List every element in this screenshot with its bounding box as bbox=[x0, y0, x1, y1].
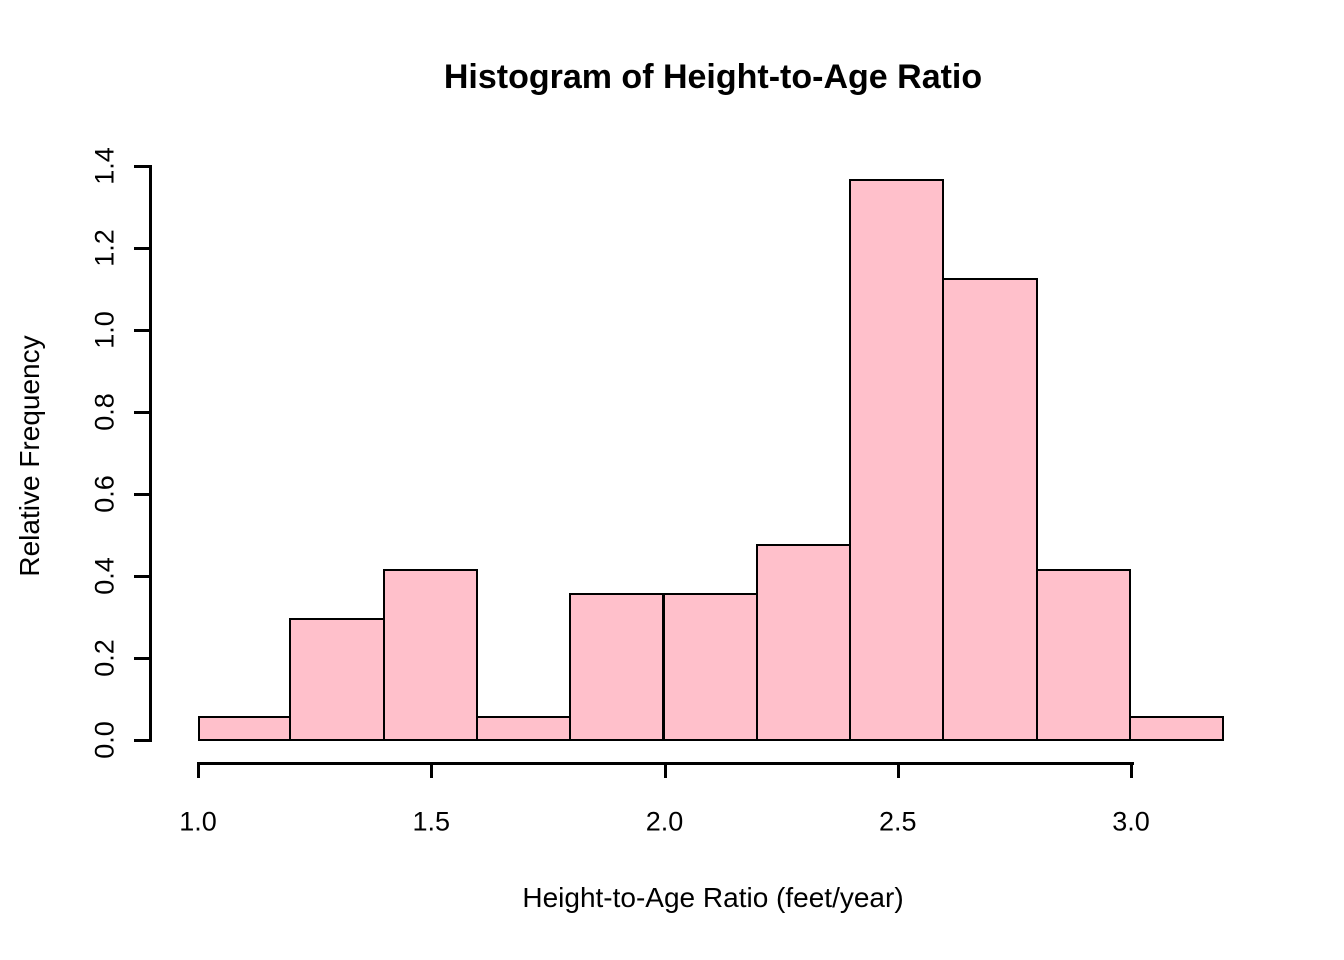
chart-title: Histogram of Height-to-Age Ratio bbox=[443, 58, 983, 96]
y-axis-tick bbox=[134, 411, 150, 414]
histogram-bar bbox=[475, 716, 572, 741]
histogram-bar bbox=[569, 593, 665, 741]
histogram-bar bbox=[755, 544, 852, 741]
x-axis-tick bbox=[197, 762, 200, 778]
x-axis-tick-label: 1.0 bbox=[179, 806, 217, 837]
x-axis-tick bbox=[430, 762, 434, 778]
histogram-bar bbox=[1035, 569, 1131, 741]
x-axis-tick-label: 1.5 bbox=[412, 806, 451, 837]
y-axis-tick bbox=[134, 329, 150, 332]
y-axis-tick bbox=[134, 575, 150, 578]
y-axis-tick bbox=[134, 493, 150, 496]
histogram-bar bbox=[198, 716, 292, 741]
y-axis-tick-label: 1.0 bbox=[89, 311, 120, 349]
histogram-bar bbox=[662, 593, 758, 741]
y-axis-tick-label: 0.4 bbox=[89, 557, 120, 595]
y-axis-tick-label: 0.0 bbox=[89, 721, 120, 759]
x-axis-tick-label: 2.0 bbox=[645, 806, 684, 837]
histogram-bar bbox=[289, 618, 385, 741]
x-axis-tick-label: 2.5 bbox=[878, 806, 917, 837]
y-axis-label: Relative Frequency bbox=[14, 335, 45, 577]
x-axis-tick bbox=[1130, 762, 1133, 778]
histogram-bar bbox=[382, 569, 478, 741]
y-axis-tick-label: 0.6 bbox=[89, 475, 120, 513]
y-axis-tick-label: 0.8 bbox=[89, 393, 120, 431]
y-axis-tick bbox=[134, 165, 150, 168]
y-axis-tick-label: 1.4 bbox=[89, 147, 120, 185]
x-axis-label: Height-to-Age Ratio (feet/year) bbox=[522, 882, 904, 913]
x-axis-tick bbox=[896, 762, 900, 778]
y-axis-tick bbox=[134, 657, 150, 660]
y-axis-tick-label: 0.2 bbox=[89, 639, 120, 677]
x-axis-tick bbox=[663, 762, 667, 778]
y-axis-tick bbox=[134, 739, 150, 742]
y-axis-tick bbox=[134, 247, 150, 250]
x-axis-tick-label: 3.0 bbox=[1112, 806, 1150, 837]
histogram-bar bbox=[942, 278, 1038, 741]
histogram-bar bbox=[1129, 716, 1225, 741]
y-axis-line bbox=[149, 165, 152, 742]
y-axis-tick-label: 1.2 bbox=[89, 229, 120, 267]
histogram-bar bbox=[849, 179, 945, 741]
